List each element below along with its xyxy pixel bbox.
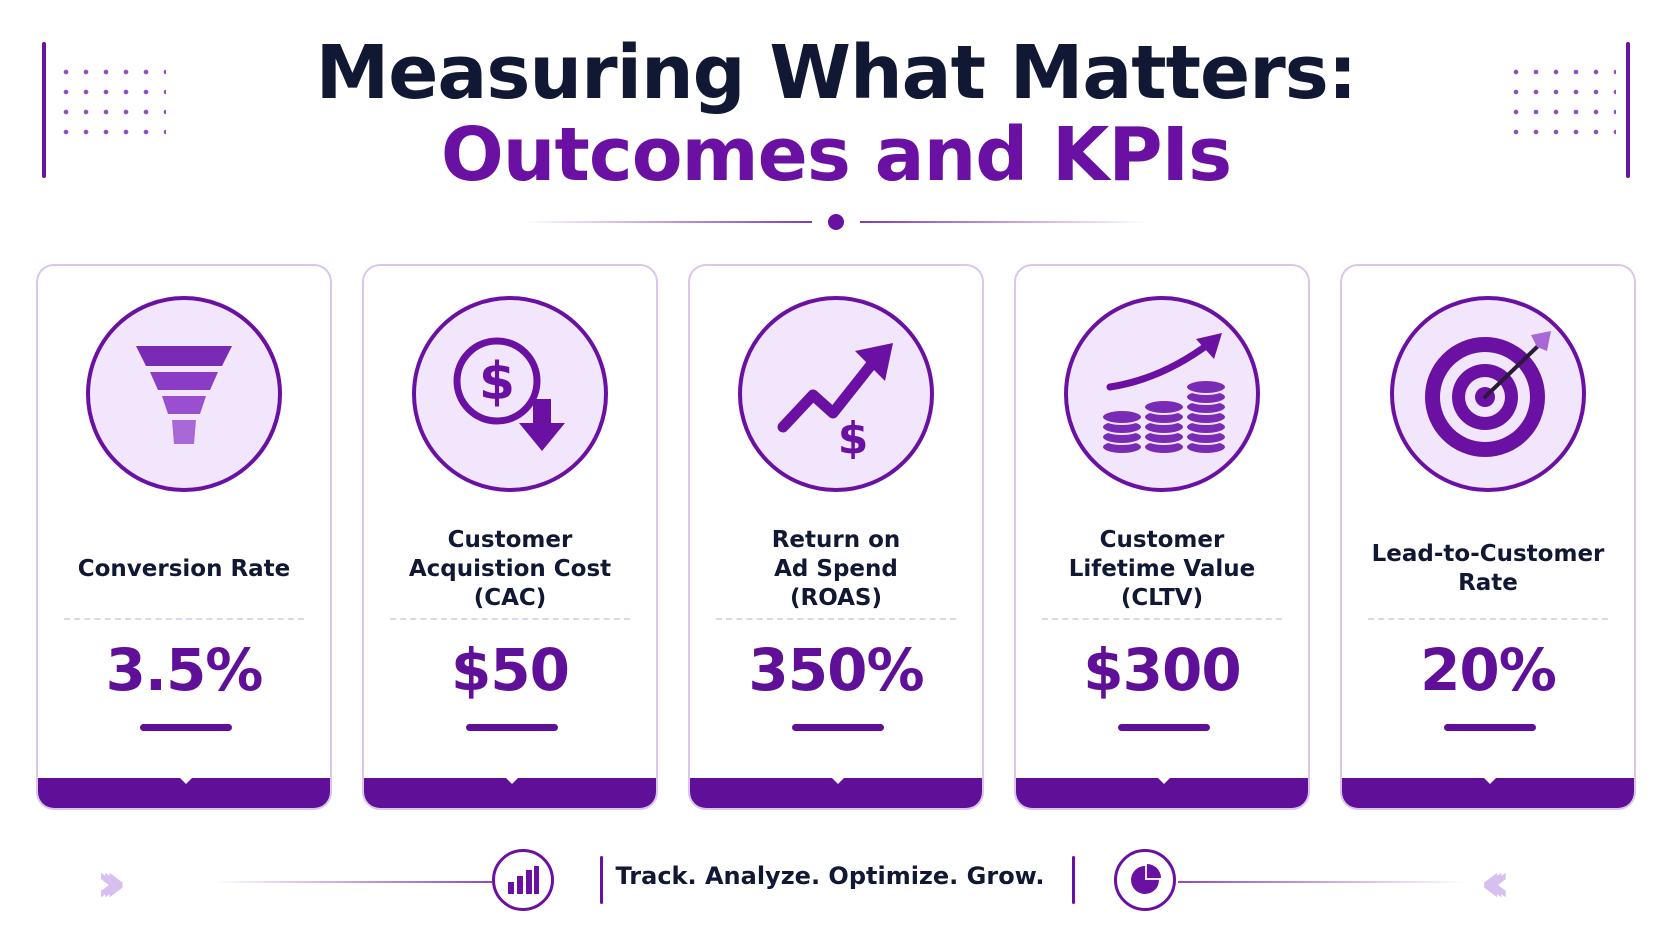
footer-separator-left: [600, 856, 603, 904]
title-divider-dot: [828, 214, 844, 230]
pie-chart-icon: [1114, 849, 1176, 911]
right-accent-bar: [1626, 42, 1630, 178]
bar-chart-icon: [492, 849, 554, 911]
footer-line-left: [210, 881, 492, 883]
chevrons-left-icon: ‹‹‹: [1480, 851, 1510, 914]
card-divider: [1042, 618, 1282, 620]
kpi-value: $50: [450, 636, 570, 704]
kpi-value: 20%: [1420, 636, 1557, 704]
card-divider: [64, 618, 304, 620]
title-divider-right: [860, 221, 1150, 223]
kpi-label: Customer Lifetime Value (CLTV): [1068, 526, 1256, 611]
card-notch: [823, 769, 853, 784]
title-divider-left: [522, 221, 812, 223]
value-underline: [1444, 724, 1536, 731]
kpi-value: 350%: [748, 636, 924, 704]
card-divider: [1368, 618, 1608, 620]
value-underline: [792, 724, 884, 731]
card-notch: [497, 769, 527, 784]
card-notch: [171, 769, 201, 784]
card-notch: [1149, 769, 1179, 784]
funnel-icon: [86, 296, 282, 492]
chevrons-right-icon: ›››: [96, 851, 126, 914]
coins-growth-icon: [1064, 296, 1260, 492]
dollar-down-icon: $: [412, 296, 608, 492]
kpi-label: Lead-to-Customer Rate: [1371, 541, 1605, 596]
right-dot-grid: [1506, 62, 1616, 148]
svg-text:$: $: [838, 413, 869, 459]
footer-separator-right: [1072, 856, 1075, 904]
card-divider: [716, 618, 956, 620]
value-underline: [140, 724, 232, 731]
page-title: Measuring What Matters:: [315, 30, 1358, 116]
kpi-card-cltv: Customer Lifetime Value (CLTV) $300: [1014, 264, 1310, 810]
kpi-card-roas: $ Return on Ad Spend (ROAS) 350%: [688, 264, 984, 810]
kpi-card-cac: $ Customer Acquistion Cost (CAC) $50: [362, 264, 658, 810]
left-dot-grid: [56, 62, 166, 148]
left-accent-bar: [42, 42, 46, 178]
kpi-label: Return on Ad Spend (ROAS): [771, 526, 901, 611]
card-notch: [1475, 769, 1505, 784]
kpi-value: $300: [1083, 636, 1241, 704]
target-icon: [1390, 296, 1586, 492]
value-underline: [1118, 724, 1210, 731]
card-divider: [390, 618, 630, 620]
footer-line-right: [1178, 881, 1466, 883]
value-underline: [466, 724, 558, 731]
trend-up-dollar-icon: $: [738, 296, 934, 492]
kpi-label: Conversion Rate: [77, 555, 291, 582]
kpi-label: Customer Acquistion Cost (CAC): [408, 526, 612, 611]
kpi-card-lead-to-customer: Lead-to-Customer Rate 20%: [1340, 264, 1636, 810]
kpi-card-conversion-rate: Conversion Rate 3.5%: [36, 264, 332, 810]
kpi-value: 3.5%: [105, 636, 264, 704]
svg-text:$: $: [479, 352, 515, 412]
page-subtitle: Outcomes and KPIs: [440, 112, 1232, 198]
tagline: Track. Analyze. Optimize. Grow.: [615, 862, 1045, 890]
